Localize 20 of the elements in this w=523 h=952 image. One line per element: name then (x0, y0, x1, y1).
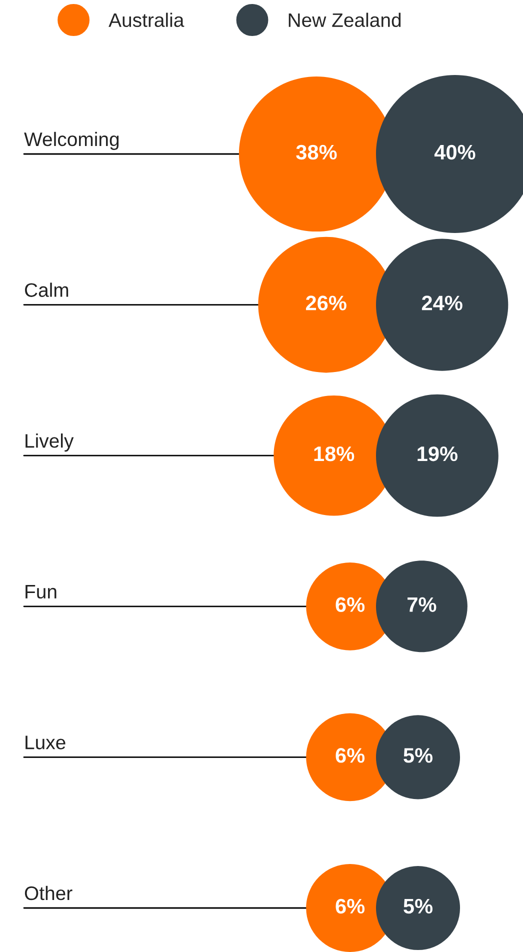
data-label: 18% (314, 446, 354, 462)
category-label: Lively (26, 433, 74, 452)
category-label: Calm (24, 282, 68, 297)
data-label: 24% (422, 296, 462, 310)
data-label: 7% (408, 597, 436, 612)
data-label: 26% (306, 296, 346, 310)
data-label: 19% (418, 446, 458, 462)
data-label: 6% (336, 898, 365, 914)
category-label: Luxe (26, 736, 66, 750)
data-label: 5% (404, 748, 433, 763)
category-label: Other (24, 886, 72, 900)
legend-label: Australia (108, 12, 184, 28)
category-label: Fun (26, 584, 56, 599)
data-label: 6% (336, 748, 365, 763)
category-label: Welcoming (24, 132, 119, 150)
data-label: 38% (296, 144, 337, 160)
legend-label: New Zealand (288, 12, 401, 28)
data-label: 40% (434, 144, 476, 160)
data-label: 5% (404, 898, 433, 914)
data-label: 6% (336, 597, 365, 612)
